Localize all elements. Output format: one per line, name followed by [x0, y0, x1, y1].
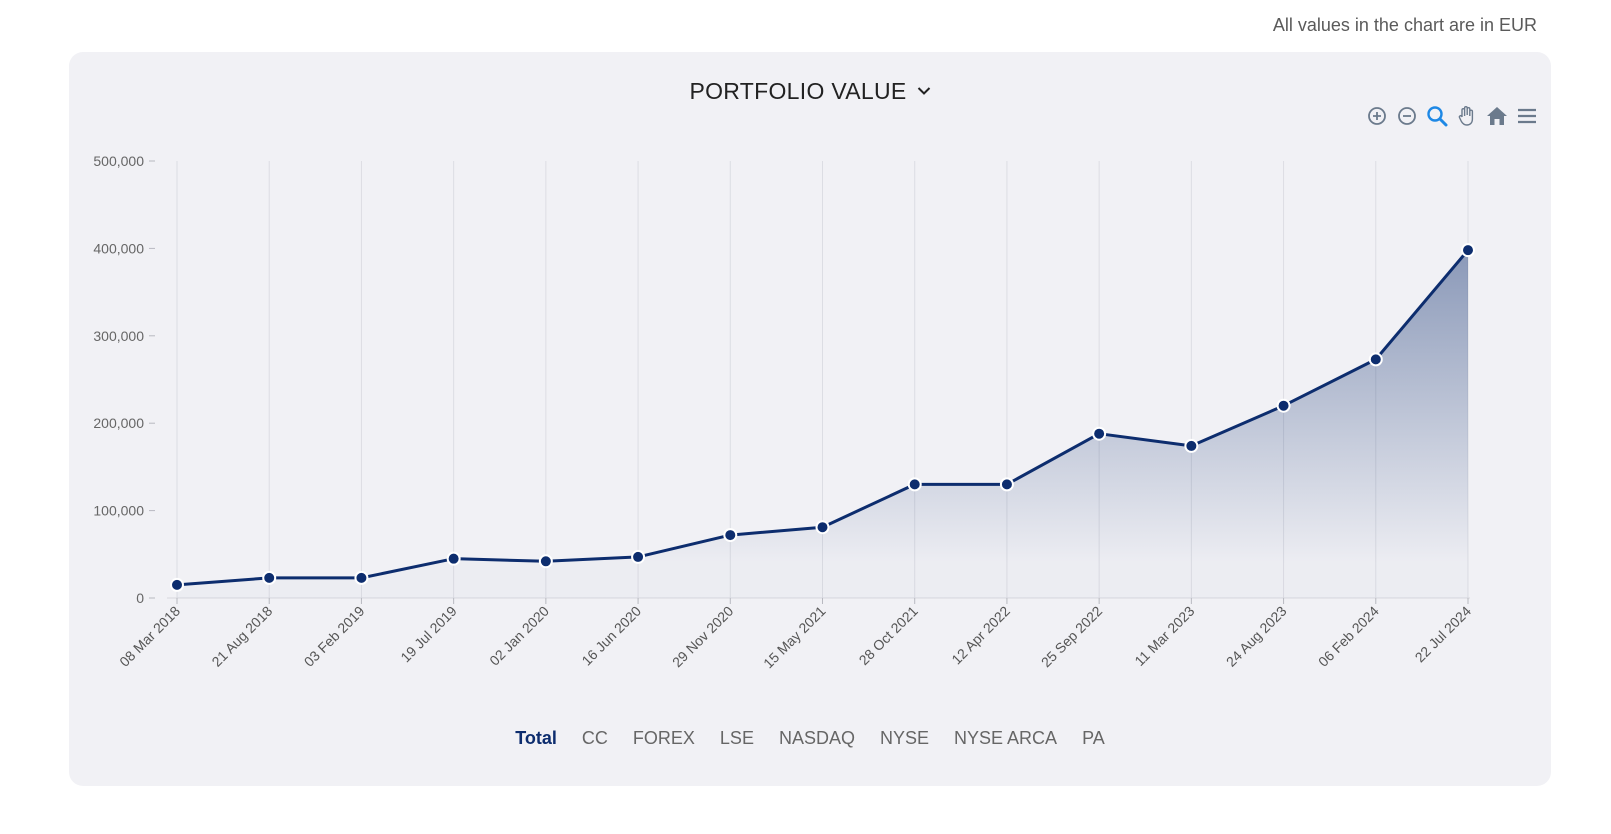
zoom-out-icon[interactable]	[1395, 104, 1419, 128]
x-tick-label: 29 Nov 2020	[669, 603, 737, 671]
y-tick-label: 300,000	[93, 328, 144, 344]
x-tick-label: 03 Feb 2019	[301, 603, 368, 670]
data-point[interactable]	[1276, 398, 1291, 413]
x-tick-label: 24 Aug 2023	[1223, 603, 1290, 670]
data-point[interactable]	[170, 577, 184, 592]
series-area-total	[177, 250, 1468, 598]
x-tick-label: 11 Mar 2023	[1131, 603, 1197, 669]
data-point[interactable]	[631, 549, 646, 564]
home-icon[interactable]	[1485, 104, 1509, 128]
x-tick-label: 06 Feb 2024	[1315, 603, 1382, 670]
chart-toolbar	[1365, 104, 1539, 128]
y-tick-label: 200,000	[93, 415, 144, 431]
x-tick-label: 22 Jul 2024	[1412, 603, 1475, 666]
data-point[interactable]	[1368, 352, 1383, 367]
x-tick-label: 15 May 2021	[760, 603, 829, 672]
selection-zoom-icon[interactable]	[1425, 104, 1449, 128]
portfolio-value-chart: 0 100,000 200,000 300,000 400,000 500,000 08 M…	[93, 153, 1475, 672]
y-tick-label: 500,000	[93, 153, 144, 169]
legend-item[interactable]: NYSE	[879, 728, 930, 748]
x-tick-label: 19 Jul 2019	[397, 603, 460, 666]
x-tick-label: 25 Sep 2022	[1038, 603, 1106, 671]
data-point[interactable]	[907, 477, 922, 492]
legend-item[interactable]: LSE	[719, 728, 754, 748]
pan-icon[interactable]	[1455, 104, 1479, 128]
x-tick-label: 12 Apr 2022	[948, 603, 1013, 668]
legend-item[interactable]: Total	[515, 728, 557, 748]
chevron-down-icon	[917, 83, 931, 101]
y-tick-label: 400,000	[93, 240, 144, 256]
data-point[interactable]	[1461, 243, 1475, 258]
chart-title-dropdown[interactable]: PORTFOLIO VALUE	[69, 78, 1551, 105]
x-tick-label: 16 Jun 2020	[578, 603, 644, 669]
data-point[interactable]	[723, 528, 738, 543]
chart-title: PORTFOLIO VALUE	[689, 78, 907, 104]
currency-note: All values in the chart are in EUR	[1272, 15, 1537, 35]
data-point[interactable]	[262, 570, 277, 585]
x-tick-label: 21 Aug 2018	[208, 603, 275, 670]
data-point[interactable]	[1092, 426, 1107, 441]
x-tick-label: 28 Oct 2021	[856, 603, 921, 668]
zoom-in-icon[interactable]	[1365, 104, 1389, 128]
data-point[interactable]	[1184, 438, 1199, 453]
data-point[interactable]	[354, 570, 369, 585]
legend-item[interactable]: NASDAQ	[778, 728, 855, 748]
menu-icon[interactable]	[1515, 104, 1539, 128]
x-tick-label: 08 Mar 2018	[116, 603, 183, 670]
chart-legend: Total CC FOREX LSE NASDAQ NYSE NYSE ARCA PA	[69, 728, 1551, 749]
y-tick-label: 100,000	[93, 503, 144, 519]
legend-item[interactable]: NYSE ARCA	[954, 728, 1058, 748]
data-point[interactable]	[446, 551, 461, 566]
data-point[interactable]	[538, 554, 553, 569]
legend-item[interactable]: FOREX	[632, 728, 695, 748]
x-tick-label: 02 Jan 2020	[486, 603, 552, 669]
data-point[interactable]	[999, 477, 1014, 492]
data-point[interactable]	[815, 520, 830, 535]
y-tick-label: 0	[136, 590, 144, 606]
legend-item[interactable]: PA	[1082, 728, 1105, 748]
legend-item[interactable]: CC	[581, 728, 608, 748]
portfolio-value-card: 0 100,000 200,000 300,000 400,000 500,000 08 M…	[69, 52, 1551, 786]
